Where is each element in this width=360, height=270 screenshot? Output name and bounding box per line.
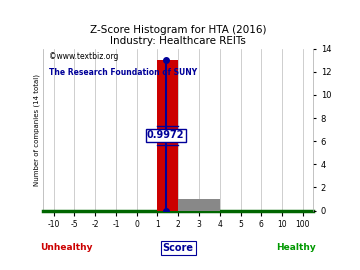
Text: ©www.textbiz.org: ©www.textbiz.org — [49, 52, 118, 61]
Bar — [178, 199, 220, 211]
Text: The Research Foundation of SUNY: The Research Foundation of SUNY — [49, 68, 197, 77]
Title: Z-Score Histogram for HTA (2016)
Industry: Healthcare REITs: Z-Score Histogram for HTA (2016) Industr… — [90, 25, 266, 46]
Text: 0.9972: 0.9972 — [147, 130, 184, 140]
Y-axis label: Number of companies (14 total): Number of companies (14 total) — [34, 74, 40, 185]
Text: Score: Score — [163, 243, 194, 253]
Text: Healthy: Healthy — [276, 243, 316, 252]
Bar — [157, 60, 178, 211]
Text: Unhealthy: Unhealthy — [40, 243, 93, 252]
